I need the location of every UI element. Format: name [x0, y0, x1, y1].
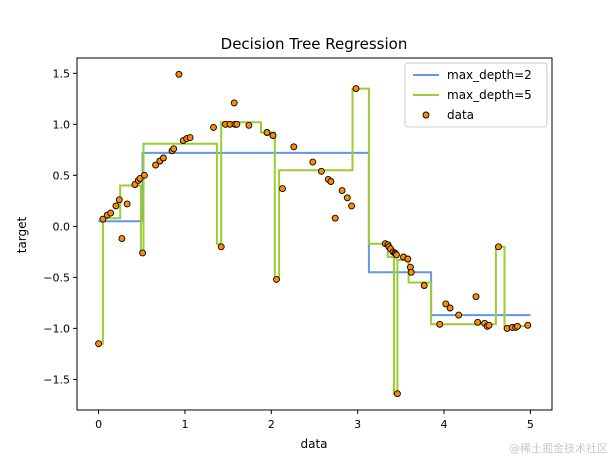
data-point [338, 187, 346, 195]
legend-label: max_depth=2 [447, 68, 532, 82]
data-point [404, 255, 412, 263]
data-point [442, 300, 450, 308]
x-tick-label: 2 [268, 418, 275, 431]
y-tick-label: 0.5 [53, 169, 71, 182]
data-point [107, 209, 115, 217]
data-point [159, 154, 167, 162]
data-point [352, 85, 360, 93]
data-point [112, 202, 120, 210]
chart-title: Decision Tree Regression [221, 35, 408, 53]
data-point [118, 235, 126, 243]
data-point [123, 200, 131, 208]
data-point [263, 129, 271, 136]
data-point [317, 167, 325, 175]
series-line-depth5 [98, 87, 531, 395]
y-tick-label: 1.5 [53, 67, 71, 80]
data-point [524, 321, 532, 329]
data-point [245, 121, 253, 129]
data-point [327, 178, 335, 185]
legend-label: max_depth=5 [447, 88, 532, 102]
y-tick-label: −1.5 [43, 373, 70, 386]
legend-box [404, 62, 548, 128]
data-point [140, 171, 148, 179]
data-point [139, 249, 147, 257]
data-point [186, 134, 194, 142]
x-tick-label: 3 [354, 418, 361, 431]
series-line-depth2 [98, 151, 531, 317]
data-point [485, 321, 493, 329]
data-point [230, 99, 238, 107]
data-point [273, 275, 280, 283]
y-tick-label: −0.5 [43, 271, 70, 284]
data-point [95, 340, 103, 348]
data-point [455, 311, 463, 319]
data-point [393, 251, 400, 259]
x-axis-label: data [300, 437, 327, 451]
watermark-text: @稀土掘金技术社区 [509, 442, 608, 455]
legend-swatch [422, 111, 430, 119]
data-point [152, 161, 160, 169]
legend-label: data [447, 108, 474, 122]
plot-frame [76, 57, 553, 411]
x-tick-label: 0 [95, 418, 102, 431]
data-point [175, 70, 183, 78]
data-point [233, 120, 241, 128]
x-tick-label: 4 [441, 418, 448, 431]
data-point [393, 390, 401, 398]
data-point [348, 202, 356, 210]
data-point [420, 282, 428, 289]
x-tick-label: 1 [181, 418, 188, 431]
y-tick-label: −1.0 [43, 322, 70, 335]
data-point [210, 123, 217, 131]
data-point [495, 243, 502, 251]
data-point [99, 215, 107, 223]
data-point [407, 268, 415, 276]
data-point [290, 143, 298, 151]
data-point [331, 214, 339, 222]
data-point [472, 293, 480, 301]
y-axis-label: target [15, 216, 29, 253]
x-tick-label: 5 [527, 418, 534, 431]
y-tick-label: 1.0 [53, 118, 71, 131]
data-point [217, 243, 225, 251]
data-point [446, 304, 454, 312]
data-point [436, 320, 444, 328]
data-point [170, 145, 178, 153]
data-point [115, 196, 123, 204]
data-point [279, 185, 286, 193]
data-point [474, 318, 482, 326]
data-point [514, 322, 521, 330]
data-point [309, 158, 317, 166]
y-tick-label: 0.0 [53, 220, 71, 233]
data-point [343, 194, 351, 202]
data-point [269, 132, 277, 139]
